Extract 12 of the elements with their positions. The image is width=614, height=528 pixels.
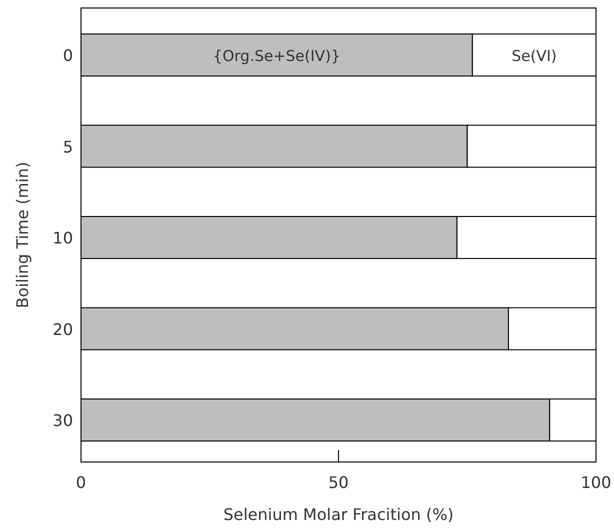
y-tick-label: 0 (62, 46, 73, 65)
y-tick-label: 10 (52, 228, 73, 248)
x-axis-title: Selenium Molar Fracition (%) (223, 505, 454, 524)
x-tick-label: 50 (328, 473, 349, 492)
y-tick-label: 30 (52, 411, 73, 430)
series-label: {Org.Se+Se(IV)} (212, 47, 340, 65)
x-tick-label: 0 (76, 473, 86, 492)
y-tick-label: 20 (52, 320, 73, 339)
y-axis-title: Boiling Time (min) (13, 162, 32, 308)
series-label: Se(VI) (512, 47, 557, 65)
x-tick-label: 100 (580, 473, 612, 492)
y-tick-label: 5 (62, 137, 73, 156)
